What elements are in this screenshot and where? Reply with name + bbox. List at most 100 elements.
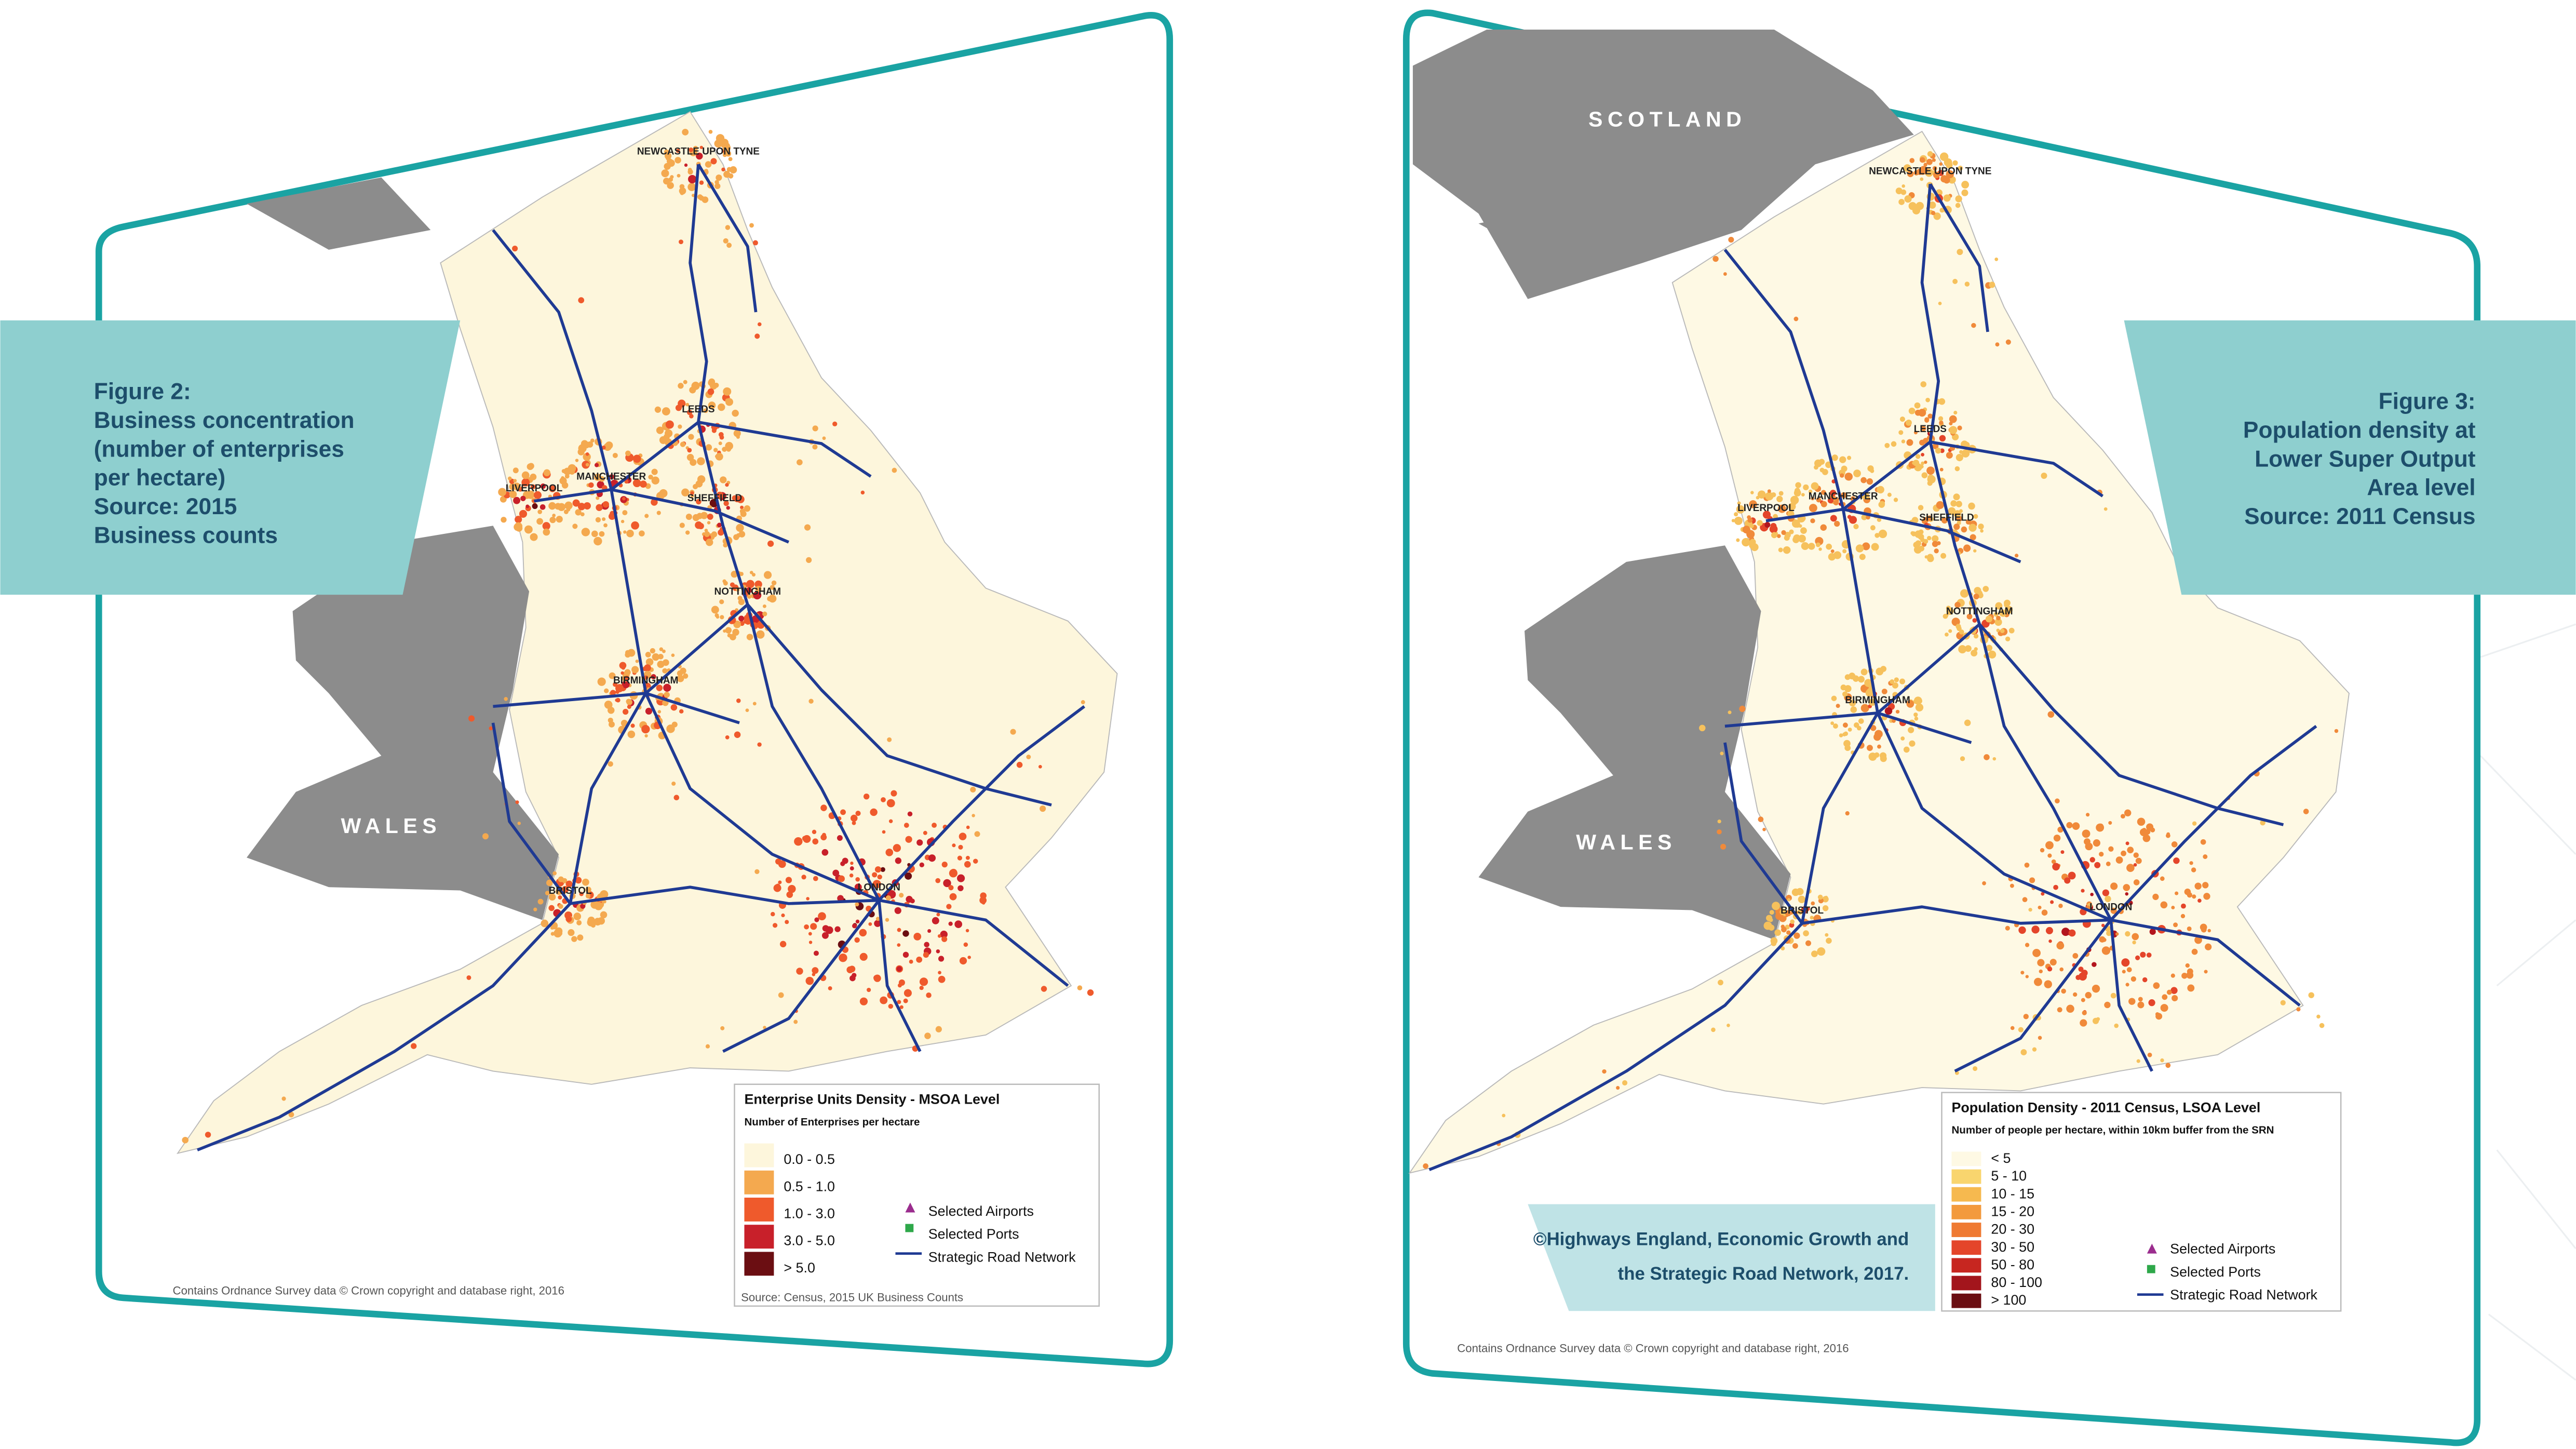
density-cell (1749, 524, 1754, 528)
density-cell (822, 436, 826, 440)
density-cell (1862, 542, 1870, 551)
density-cell (1934, 548, 1939, 554)
density-cell (874, 866, 882, 873)
wales (1478, 545, 1791, 940)
density-cell (1747, 517, 1753, 523)
density-cell (489, 726, 493, 731)
density-cell (1881, 688, 1887, 694)
density-cell (1925, 397, 1930, 403)
density-cell (2005, 339, 2011, 345)
density-cell (2066, 1004, 2074, 1013)
density-cell (1831, 695, 1837, 702)
density-cell (749, 223, 754, 228)
density-cell (1915, 540, 1922, 547)
density-cell (666, 725, 675, 733)
density-cell (1907, 170, 1914, 178)
density-cell (682, 128, 689, 136)
density-cell (2126, 864, 2135, 872)
density-cell (705, 161, 712, 168)
density-cell (1720, 843, 1727, 850)
legend-symbol: Strategic Road Network (928, 1249, 1076, 1265)
legend-class: 10 - 15 (1991, 1186, 2034, 1201)
density-cell (1938, 416, 1944, 421)
legend-symbol: Selected Airports (2170, 1241, 2275, 1257)
legend-swatch (744, 1252, 774, 1276)
legend-swatch (1951, 1187, 1981, 1202)
density-cell (697, 457, 705, 465)
density-cell (744, 505, 751, 512)
density-cell (2200, 839, 2206, 845)
density-cell (746, 634, 753, 640)
density-cell (1948, 629, 1952, 633)
density-cell (1913, 712, 1918, 717)
density-cell (2138, 997, 2143, 1002)
density-cell (657, 661, 665, 668)
density-cell (2194, 936, 2202, 944)
density-cell (708, 401, 716, 409)
density-cell (937, 934, 941, 938)
density-cell (552, 487, 556, 491)
density-cell (670, 175, 674, 179)
density-cell (754, 869, 760, 874)
density-cell (1996, 628, 2000, 633)
density-cell (583, 502, 591, 510)
legend-symbol: Selected Ports (2170, 1264, 2261, 1280)
density-cell (643, 675, 649, 680)
density-cell (1763, 921, 1772, 930)
density-cell (604, 701, 613, 709)
credit: Contains Ordnance Survey data © Crown co… (173, 1284, 564, 1297)
density-cell (1984, 754, 1990, 760)
density-cell (2181, 973, 2188, 979)
density-cell (533, 491, 542, 499)
density-cell (558, 895, 562, 900)
density-cell (2037, 959, 2045, 967)
legend-box (734, 1083, 1100, 1307)
density-cell (1778, 547, 1783, 553)
density-cell (863, 793, 870, 800)
density-cell (670, 704, 678, 711)
density-cell (1803, 484, 1809, 491)
density-cell (663, 434, 670, 440)
density-cell (2048, 939, 2052, 943)
density-cell (2140, 951, 2146, 958)
density-cell (673, 795, 680, 801)
road (1954, 919, 2112, 1072)
density-cell (561, 886, 569, 893)
density-cell (2085, 991, 2092, 999)
density-cell (2098, 823, 2103, 829)
density-cell (1728, 710, 1732, 715)
density-cell (2052, 863, 2060, 871)
density-cell (501, 517, 507, 523)
density-cell (2050, 900, 2054, 904)
density-cell (940, 930, 948, 938)
density-cell (2115, 856, 2123, 864)
density-cell (1919, 157, 1925, 163)
density-cell (916, 956, 923, 963)
density-cell (706, 539, 713, 546)
density-cell (964, 861, 971, 868)
density-cell (664, 691, 670, 698)
density-cell (1764, 522, 1771, 528)
density-cell (2086, 813, 2090, 817)
density-cell (624, 669, 631, 676)
density-cell (2099, 852, 2104, 857)
density-cell (2296, 1007, 2301, 1012)
density-cell (1874, 752, 1880, 758)
density-cell (1973, 1066, 1978, 1071)
density-cell (2170, 987, 2178, 994)
density-cell (1793, 316, 1799, 321)
density-cell (722, 579, 726, 583)
density-cell (812, 967, 819, 974)
density-cell (1901, 184, 1905, 188)
density-cell (645, 652, 651, 658)
density-cell (564, 474, 570, 479)
density-cell (2308, 992, 2314, 998)
density-cell (568, 929, 575, 936)
density-cell (2110, 907, 2117, 914)
density-cell (685, 403, 690, 407)
place-label: LIVERPOOL (506, 483, 563, 494)
density-cell (1955, 453, 1963, 462)
density-cell (943, 879, 951, 888)
density-cell (834, 926, 841, 932)
density-cell (1940, 175, 1948, 183)
